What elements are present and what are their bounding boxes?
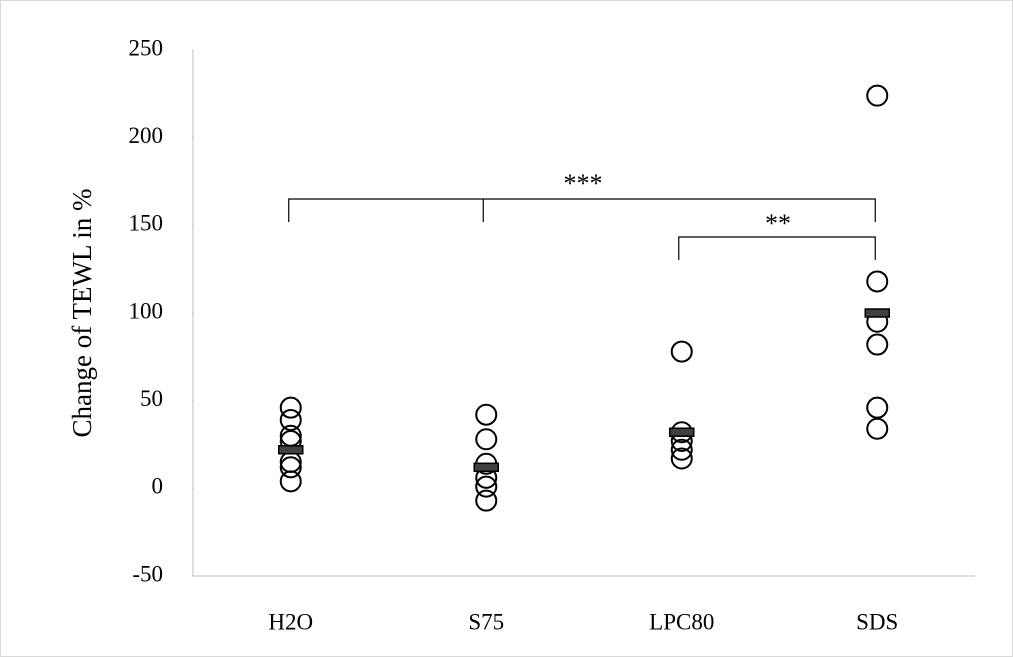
x-tick-label: S75: [468, 609, 504, 634]
y-tick-label: 150: [129, 211, 164, 236]
data-point: [670, 447, 693, 470]
significance-label: ***: [564, 169, 603, 198]
data-point: [670, 438, 693, 461]
data-point: [279, 408, 302, 431]
data-point: [279, 396, 302, 419]
data-point: [670, 340, 693, 363]
data-point: [866, 84, 889, 107]
data-point: [866, 270, 889, 293]
significance-label: **: [765, 209, 791, 238]
mean-marker: [473, 462, 499, 473]
data-point: [866, 396, 889, 419]
data-point: [279, 456, 302, 479]
data-point: [475, 475, 498, 498]
x-tick-label: SDS: [856, 609, 898, 634]
data-point: [866, 417, 889, 440]
mean-marker: [278, 445, 304, 455]
y-tick-label: 50: [140, 386, 163, 411]
y-tick-label: 200: [129, 123, 164, 148]
data-point: [475, 428, 498, 451]
y-tick-label: -50: [132, 561, 163, 586]
x-tick-label: H2O: [268, 609, 313, 634]
data-point: [475, 403, 498, 426]
x-tick-label: LPC80: [649, 609, 714, 634]
data-point: [475, 489, 498, 512]
significance-bracket: [288, 198, 876, 222]
y-tick-label: 100: [129, 298, 164, 323]
mean-marker: [864, 308, 890, 318]
y-tick-label: 250: [129, 35, 164, 60]
y-tick-label: 0: [152, 474, 164, 499]
y-axis-label: Change of TEWL in %: [67, 189, 97, 438]
mean-marker: [669, 427, 695, 437]
significance-bracket: [678, 236, 876, 260]
data-point: [279, 470, 302, 493]
data-point: [866, 333, 889, 356]
